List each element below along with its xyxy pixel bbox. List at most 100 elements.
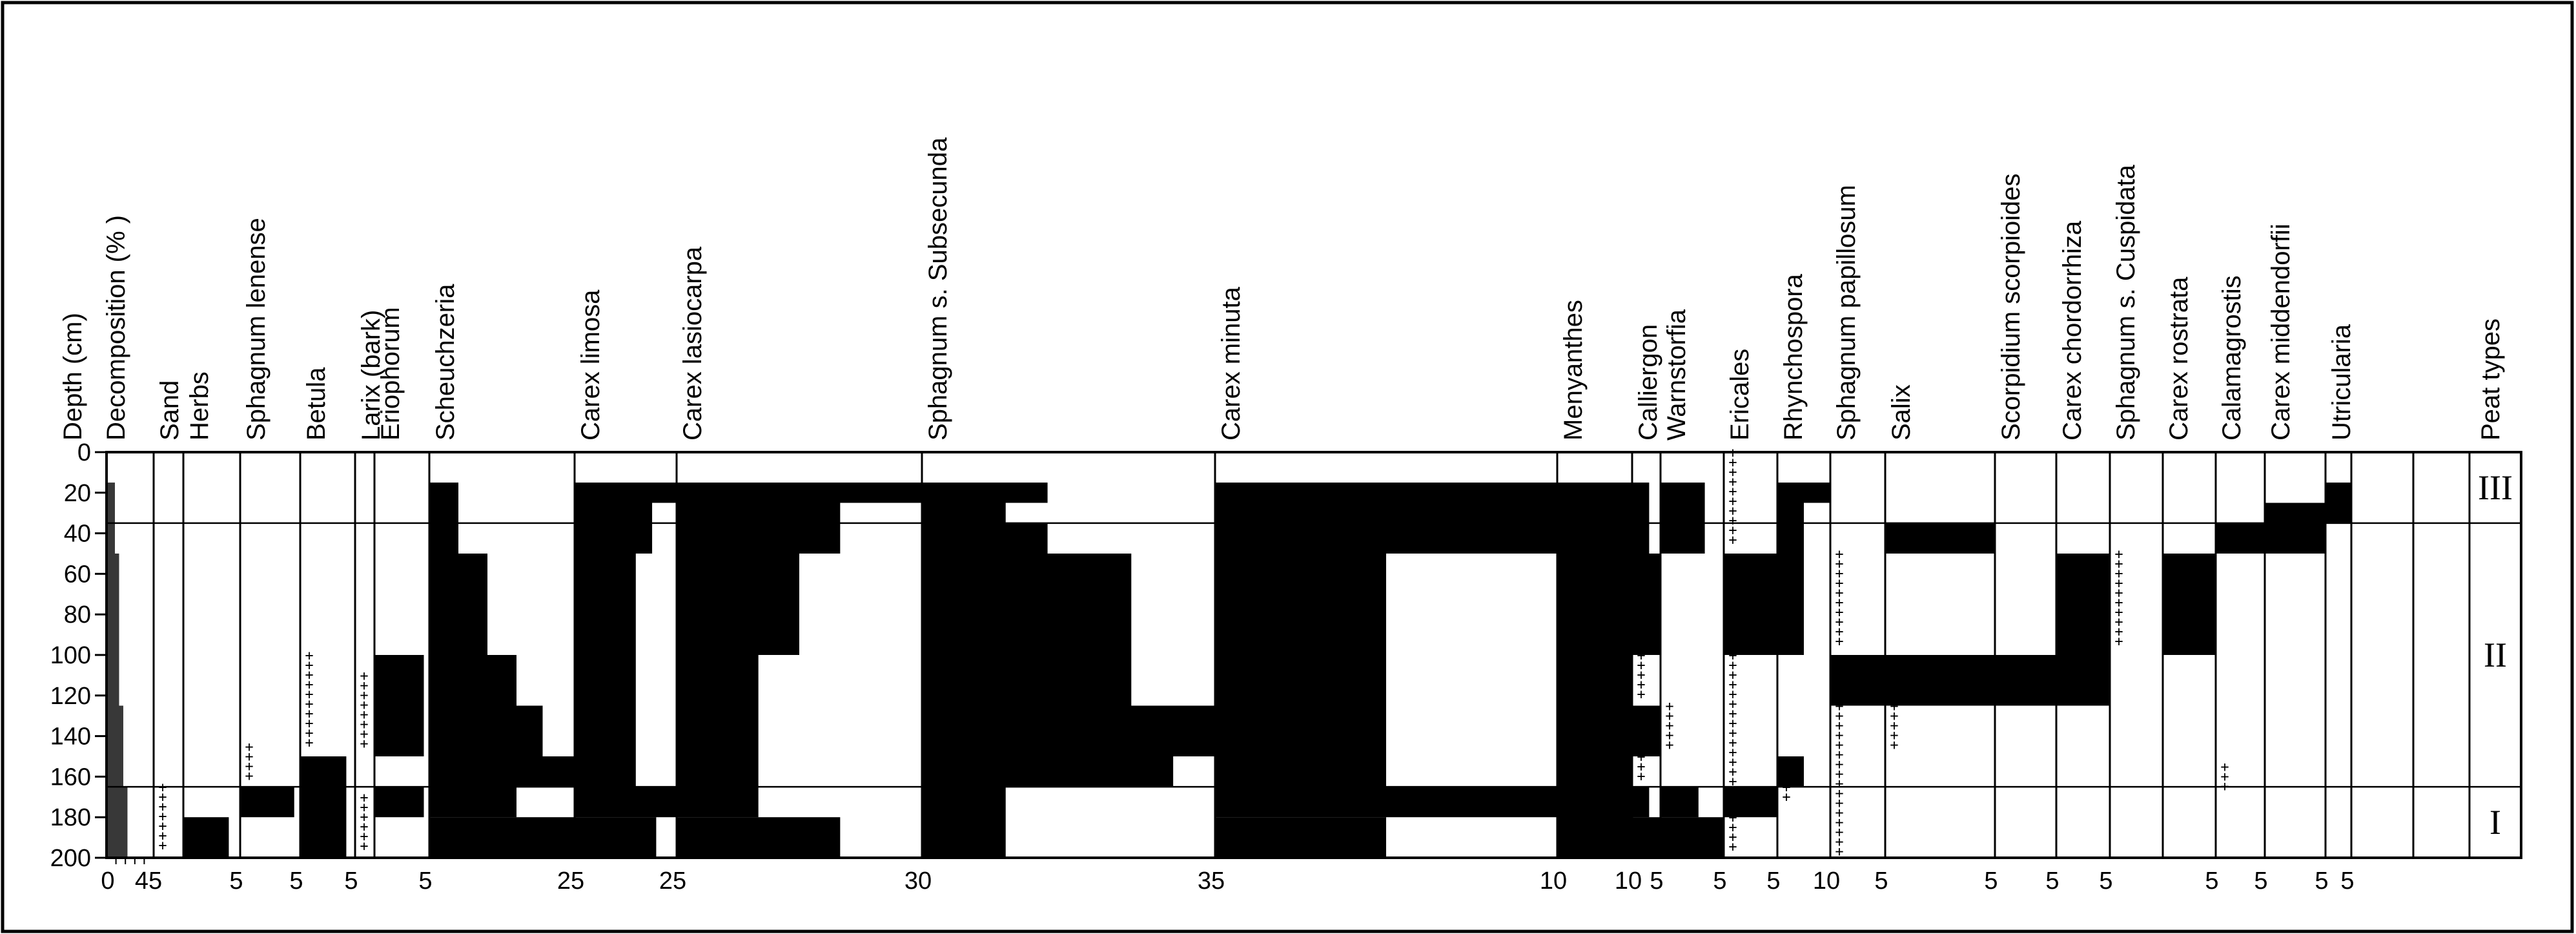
trace-mark: + xyxy=(305,677,313,693)
trace-mark: + xyxy=(360,697,368,713)
trace-mark: + xyxy=(1665,709,1673,725)
trace-mark: + xyxy=(360,800,368,816)
trace-marks-sand: +++++++ xyxy=(158,780,167,854)
text-layer: Depth (cm)020406080100120140160180200Dec… xyxy=(50,137,2513,895)
trace-marks-ericales: ++++++++++ xyxy=(1728,445,1737,548)
trace-mark: + xyxy=(1835,738,1843,754)
header-carex-minuta: Carex minuta xyxy=(1217,286,1245,441)
header-carex-chordorrhiza: Carex chordorrhiza xyxy=(2058,220,2087,441)
trace-mark: + xyxy=(1665,718,1673,734)
trace-mark: + xyxy=(305,725,313,742)
trace-mark: + xyxy=(305,658,313,674)
lines-layer xyxy=(95,451,2522,864)
trace-mark: + xyxy=(1728,455,1737,471)
axis-label-sphagnum-lenense: 5 xyxy=(289,867,303,895)
bar-carex-minuta xyxy=(1215,817,1386,858)
trace-mark: + xyxy=(1665,699,1673,715)
bar-sphagnum-s-subsecunda xyxy=(922,483,1048,503)
trace-marks-larix-bark: ++++++ xyxy=(360,790,368,855)
trace-mark: + xyxy=(360,790,368,806)
trace-mark: + xyxy=(305,648,313,664)
header-sphagnum-s-subsecunda: Sphagnum s. Subsecunda xyxy=(924,137,952,441)
bar-herbs xyxy=(183,817,229,858)
header-rhynchospora: Rhynchospora xyxy=(1779,273,1808,441)
trace-marks-sphagnum-papillosum: ++++++++++++++++ xyxy=(1835,699,1843,860)
bar-carex-lasiocarpa xyxy=(677,554,799,655)
bar-carex-chordorrhiza xyxy=(2056,554,2110,706)
decomposition-bar xyxy=(107,554,119,706)
trace-marks-warnstorfia: +++++ xyxy=(1665,699,1673,754)
y-tick-label: 180 xyxy=(50,804,91,831)
bar-calamagrostis xyxy=(2216,523,2265,554)
bar-carex-minuta xyxy=(1215,554,1386,787)
trace-marks-rhynchospora: ++ xyxy=(1782,780,1790,805)
bar-calliergon xyxy=(1632,817,1661,858)
axis-label-carex-lasiocarpa: 30 xyxy=(905,867,932,895)
trace-mark: + xyxy=(1835,747,1843,763)
bar-carex-limosa xyxy=(575,554,636,787)
axis-label-ericales: 5 xyxy=(1766,867,1780,895)
y-tick-label: 20 xyxy=(64,480,91,507)
trace-mark: + xyxy=(1637,687,1645,703)
trace-mark: + xyxy=(1835,605,1843,621)
trace-mark: + xyxy=(2114,634,2123,650)
bar-scheuchzeria xyxy=(429,787,516,818)
bar-scheuchzeria xyxy=(429,756,575,787)
trace-mark: + xyxy=(1728,745,1737,761)
trace-mark: + xyxy=(2114,556,2123,572)
trace-mark: + xyxy=(1728,658,1737,674)
bar-warnstorfia xyxy=(1661,483,1705,554)
trace-mark: + xyxy=(305,696,313,712)
header-betula: Betula xyxy=(302,367,331,441)
bar-carex-lasiocarpa xyxy=(677,483,922,503)
bar-sphagnum-s-subsecunda xyxy=(922,705,1215,756)
trace-mark: + xyxy=(2114,566,2123,582)
trace-mark: + xyxy=(1835,576,1843,592)
axis-label-calamagrostis: 5 xyxy=(2254,867,2267,895)
header-salix: Salix xyxy=(1887,384,1916,441)
bar-calliergon xyxy=(1632,483,1650,554)
bar-carex-minuta xyxy=(1215,483,1557,554)
bar-scheuchzeria xyxy=(429,817,575,858)
bar-carex-limosa xyxy=(575,503,653,554)
y-tick-label: 140 xyxy=(50,723,91,751)
trace-mark: + xyxy=(2114,546,2123,563)
trace-marks-ericales: ++++++++++++++ xyxy=(1728,648,1737,790)
axis-label-rhynchospora: 10 xyxy=(1813,867,1840,895)
bar-scheuchzeria xyxy=(429,655,516,706)
trace-mark: + xyxy=(1890,699,1898,715)
bar-rhynchospora xyxy=(1777,756,1804,787)
header-menyanthes: Menyanthes xyxy=(1559,300,1588,441)
bar-betula xyxy=(300,756,347,858)
trace-mark: + xyxy=(1835,585,1843,601)
trace-mark: + xyxy=(360,687,368,703)
trace-mark: + xyxy=(1728,493,1737,510)
trace-mark: + xyxy=(305,667,313,683)
bar-salix xyxy=(1885,523,1995,554)
bar-scorpidium-scorpioides xyxy=(1995,655,2056,706)
trace-mark: + xyxy=(1835,757,1843,773)
trace-mark: + xyxy=(2114,624,2123,640)
trace-mark: + xyxy=(245,758,253,774)
trace-mark: + xyxy=(2114,614,2123,630)
trace-mark: + xyxy=(1728,735,1737,751)
trace-mark: + xyxy=(1835,634,1843,650)
decomposition-bar xyxy=(107,787,128,858)
traces-layer: ++++++++++++++++++++++++++++++++++++++++… xyxy=(158,445,2229,860)
trace-mark: + xyxy=(1835,728,1843,744)
trace-mark: + xyxy=(245,749,253,765)
header-sphagnum-s-cuspidata: Sphagnum s. Cuspidata xyxy=(2112,164,2140,441)
trace-mark: + xyxy=(360,829,368,845)
trace-mark: + xyxy=(1835,566,1843,582)
axis-label-utricularia: 5 xyxy=(2340,867,2354,895)
trace-mark: + xyxy=(1637,677,1645,693)
trace-mark: + xyxy=(1835,624,1843,640)
bar-scheuchzeria xyxy=(429,483,458,554)
trace-mark: + xyxy=(1728,523,1737,539)
header-warnstorfia: Warnstorfia xyxy=(1662,309,1691,441)
trace-mark: + xyxy=(1835,767,1843,783)
trace-mark: + xyxy=(1835,776,1843,793)
trace-mark: + xyxy=(1728,513,1737,529)
bar-salix xyxy=(1885,655,1995,706)
